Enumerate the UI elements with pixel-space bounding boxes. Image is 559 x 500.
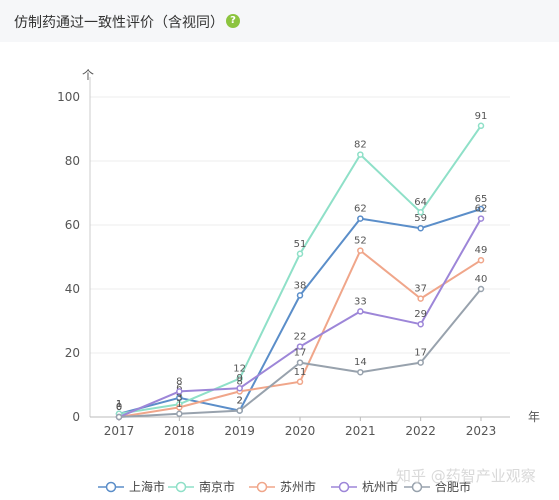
data-label: 2 — [236, 396, 242, 407]
legend-marker-3 — [256, 481, 268, 493]
data-point — [236, 384, 243, 392]
question-circle-icon[interactable]: ? — [226, 14, 240, 28]
legend-label-1: 上海市 — [129, 479, 165, 494]
data-label: 14 — [354, 357, 367, 368]
data-point — [176, 410, 183, 418]
data-label: 37 — [414, 284, 427, 295]
data-point — [417, 295, 424, 302]
x-tick-label: 2023 — [466, 424, 497, 438]
data-label: 1 — [116, 399, 122, 410]
data-label: 1 — [116, 399, 122, 410]
data-label: 0 — [116, 402, 122, 413]
data-label: 62 — [354, 204, 367, 215]
x-tick-label: 2019 — [224, 424, 255, 438]
data-point — [417, 359, 424, 366]
legend-label-2: 南京市 — [199, 479, 235, 494]
data-label: 52 — [354, 236, 367, 247]
data-point — [417, 320, 424, 328]
data-label: 64 — [414, 197, 427, 208]
data-point — [296, 250, 304, 258]
data-point — [357, 151, 364, 158]
data-label: 17 — [414, 348, 427, 359]
x-unit-label: 年 — [528, 410, 540, 424]
data-point — [296, 292, 304, 299]
y-tick-label: 100 — [57, 90, 80, 104]
x-tick-label: 2018 — [164, 424, 195, 438]
data-label: 0 — [116, 402, 122, 413]
x-tick-label: 2020 — [285, 424, 316, 438]
legend-marker-2 — [175, 481, 187, 493]
data-label: 49 — [475, 245, 488, 256]
data-label: 3 — [176, 392, 182, 403]
legend-marker-4 — [338, 481, 350, 493]
data-point — [115, 413, 123, 421]
data-point — [477, 122, 485, 130]
data-point — [296, 378, 304, 386]
data-label: 1 — [176, 399, 182, 410]
legend-label-3: 苏州市 — [280, 479, 316, 494]
data-label: 2 — [236, 396, 242, 407]
data-label: 17 — [294, 348, 307, 359]
data-point — [357, 368, 364, 376]
y-tick-label: 40 — [65, 282, 80, 296]
legend-marker-1 — [105, 481, 117, 493]
data-point — [477, 205, 485, 213]
data-label: 62 — [475, 204, 488, 215]
legend-label-5: 合肥市 — [435, 479, 471, 494]
data-label: 8 — [176, 376, 182, 387]
data-point — [176, 388, 183, 395]
data-label: 40 — [475, 274, 488, 285]
data-label: 82 — [354, 140, 367, 151]
data-point — [296, 359, 304, 366]
data-point — [477, 256, 485, 264]
data-point — [477, 285, 485, 293]
x-tick-label: 2022 — [405, 424, 436, 438]
data-point — [357, 215, 364, 222]
data-point — [357, 308, 364, 315]
y-tick-label: 60 — [65, 218, 80, 232]
legend-label-4: 杭州市 — [362, 479, 398, 494]
chart-header: 仿制药通过一致性评价（含视同） ? — [0, 0, 559, 42]
data-point — [236, 375, 243, 382]
data-point — [417, 224, 424, 232]
legend-marker-5 — [411, 481, 423, 493]
y-tick-label: 0 — [72, 410, 80, 424]
data-point — [357, 247, 364, 254]
data-label: 0 — [116, 402, 122, 413]
y-unit-label: 个 — [82, 68, 94, 82]
data-label: 33 — [354, 296, 367, 307]
y-tick-label: 20 — [65, 346, 80, 360]
data-point — [176, 394, 183, 402]
data-label: 4 — [176, 389, 182, 400]
data-label: 29 — [414, 309, 427, 320]
data-label: 59 — [414, 213, 427, 224]
data-label: 51 — [294, 239, 307, 250]
data-label: 12 — [233, 364, 246, 375]
data-point — [477, 215, 485, 222]
data-point — [417, 208, 424, 216]
data-label: 91 — [475, 111, 488, 122]
x-tick-label: 2017 — [104, 424, 135, 438]
data-label: 65 — [475, 194, 488, 205]
data-point — [296, 343, 304, 350]
chart-title: 仿制药通过一致性评价（含视同） — [14, 15, 224, 31]
data-label: 8 — [236, 376, 242, 387]
x-tick-label: 2021 — [345, 424, 376, 438]
data-point — [236, 407, 243, 414]
data-label: 38 — [294, 280, 307, 291]
data-label: 9 — [236, 373, 242, 384]
data-label: 11 — [294, 367, 307, 378]
y-tick-label: 80 — [65, 154, 80, 168]
data-point — [176, 404, 183, 411]
watermark-text: 知乎 @药智产业观察 — [396, 467, 536, 485]
data-label: 22 — [294, 332, 307, 343]
